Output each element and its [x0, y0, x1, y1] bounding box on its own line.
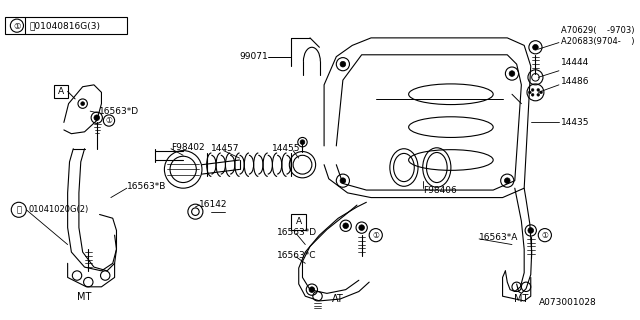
- Text: MT: MT: [77, 292, 92, 302]
- Circle shape: [537, 93, 540, 96]
- Text: ①: ①: [372, 231, 379, 240]
- Text: 16142: 16142: [199, 200, 228, 209]
- Circle shape: [343, 223, 349, 228]
- Text: AT: AT: [332, 294, 344, 304]
- Circle shape: [94, 115, 100, 121]
- Text: A073001028: A073001028: [539, 298, 596, 307]
- Circle shape: [531, 89, 534, 91]
- Text: ①: ①: [106, 116, 113, 125]
- Text: 14444: 14444: [561, 58, 589, 67]
- Text: ①: ①: [13, 22, 20, 31]
- Circle shape: [531, 93, 534, 96]
- Text: A: A: [296, 218, 302, 227]
- Text: Ⓑ01040816G(3): Ⓑ01040816G(3): [29, 21, 100, 30]
- Circle shape: [300, 140, 305, 145]
- Text: 16563*B: 16563*B: [127, 182, 166, 191]
- Circle shape: [529, 91, 531, 94]
- Circle shape: [537, 89, 540, 91]
- Text: MT: MT: [514, 294, 529, 304]
- Circle shape: [504, 178, 510, 183]
- Text: 14435: 14435: [561, 118, 589, 127]
- Text: F98406: F98406: [423, 186, 456, 195]
- Circle shape: [359, 225, 365, 230]
- Text: 14455: 14455: [273, 144, 301, 153]
- Circle shape: [340, 61, 346, 67]
- Circle shape: [81, 102, 84, 106]
- Bar: [4, 17, 127, 34]
- Bar: [54, 85, 68, 98]
- Text: 16563*D: 16563*D: [277, 228, 317, 237]
- Text: 14486: 14486: [561, 76, 589, 85]
- Text: A: A: [58, 87, 64, 96]
- Text: Ⓑ: Ⓑ: [16, 205, 21, 214]
- Text: A70629(    -9703): A70629( -9703): [561, 26, 634, 35]
- Circle shape: [532, 44, 538, 50]
- Text: A20683(9704-    ): A20683(9704- ): [561, 37, 634, 46]
- Text: 99071: 99071: [239, 52, 268, 61]
- Circle shape: [340, 178, 346, 183]
- Text: 01041020G(2): 01041020G(2): [28, 205, 88, 214]
- Text: 16563*D: 16563*D: [99, 107, 139, 116]
- Circle shape: [509, 71, 515, 76]
- Circle shape: [540, 91, 543, 94]
- Circle shape: [309, 287, 315, 292]
- Text: F98402: F98402: [171, 143, 205, 152]
- Text: 16563*A: 16563*A: [479, 233, 518, 242]
- Bar: [291, 214, 307, 229]
- Text: 16563*C: 16563*C: [277, 251, 317, 260]
- Circle shape: [528, 228, 534, 233]
- Text: 14457: 14457: [211, 144, 240, 153]
- Text: ①: ①: [541, 231, 548, 240]
